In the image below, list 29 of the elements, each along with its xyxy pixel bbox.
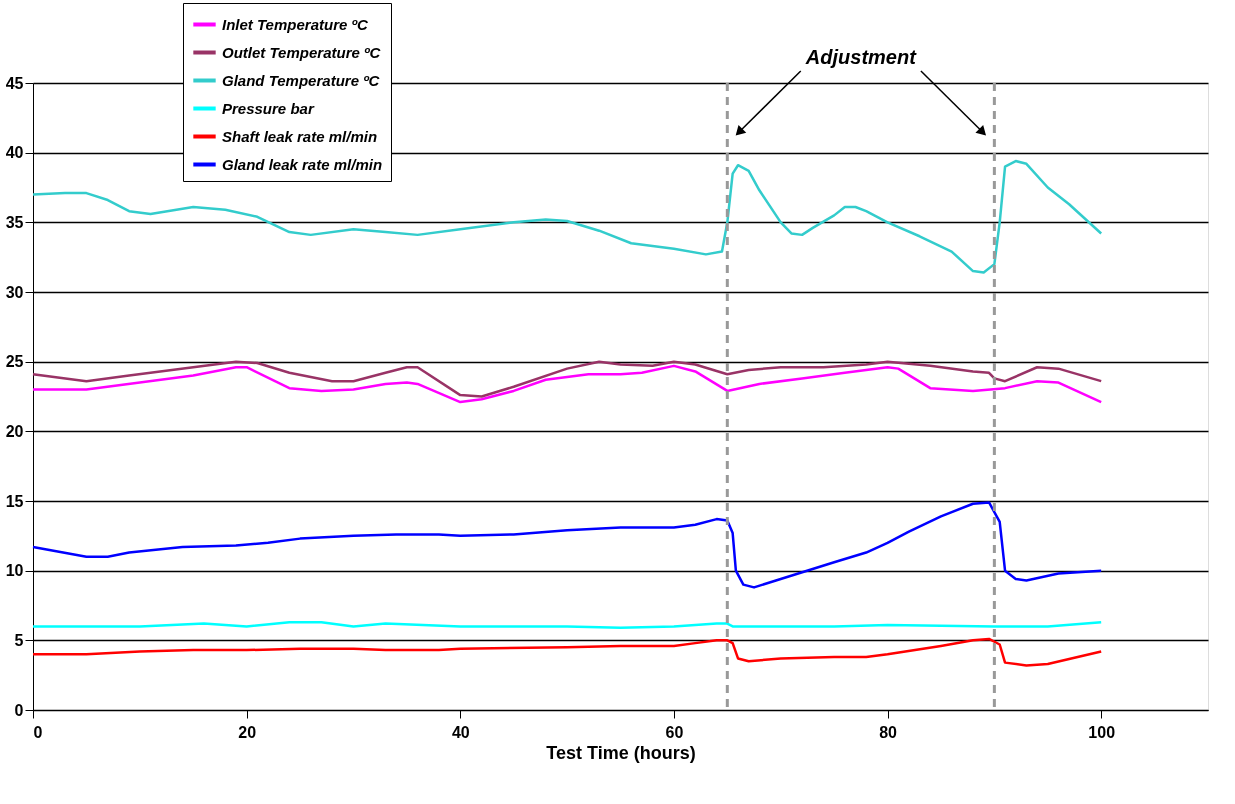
x-axis-title: Test Time (hours) — [546, 742, 696, 763]
x-tick-label: 40 — [451, 723, 470, 741]
line-series — [31, 360, 1103, 398]
legend-label: Outlet Temperature ºC — [222, 43, 382, 61]
y-tick-label: 25 — [5, 353, 24, 371]
legend-label: Pressure bar — [222, 99, 315, 117]
y-tick-label: 15 — [5, 492, 24, 510]
y-tick-label: 40 — [5, 144, 24, 162]
legend-label: Shaft leak rate ml/min — [222, 127, 378, 145]
line-series — [31, 637, 1103, 667]
line-series — [31, 159, 1103, 274]
y-tick-label: 30 — [5, 283, 24, 301]
y-tick-label: 45 — [5, 74, 24, 92]
x-tick-label: 60 — [665, 723, 684, 741]
x-tick-label: 20 — [238, 723, 257, 741]
y-tick-label: 35 — [5, 213, 24, 231]
legend-label: Inlet Temperature ºC — [222, 15, 369, 33]
y-tick-label: 10 — [5, 562, 24, 580]
text: Adjustment — [804, 46, 918, 68]
legend-label: Gland leak rate ml/min — [222, 155, 383, 173]
y-tick-label: 20 — [5, 422, 24, 440]
line-series — [31, 501, 1103, 589]
x-tick-label: 80 — [879, 723, 898, 741]
y-tick-label: 0 — [14, 701, 24, 719]
line-series — [31, 364, 1103, 404]
x-tick-label: 100 — [1088, 723, 1116, 741]
y-tick-label: 5 — [14, 631, 24, 649]
x-tick-label: 0 — [33, 723, 43, 741]
legend-label: Gland Temperature ºC — [222, 71, 381, 89]
